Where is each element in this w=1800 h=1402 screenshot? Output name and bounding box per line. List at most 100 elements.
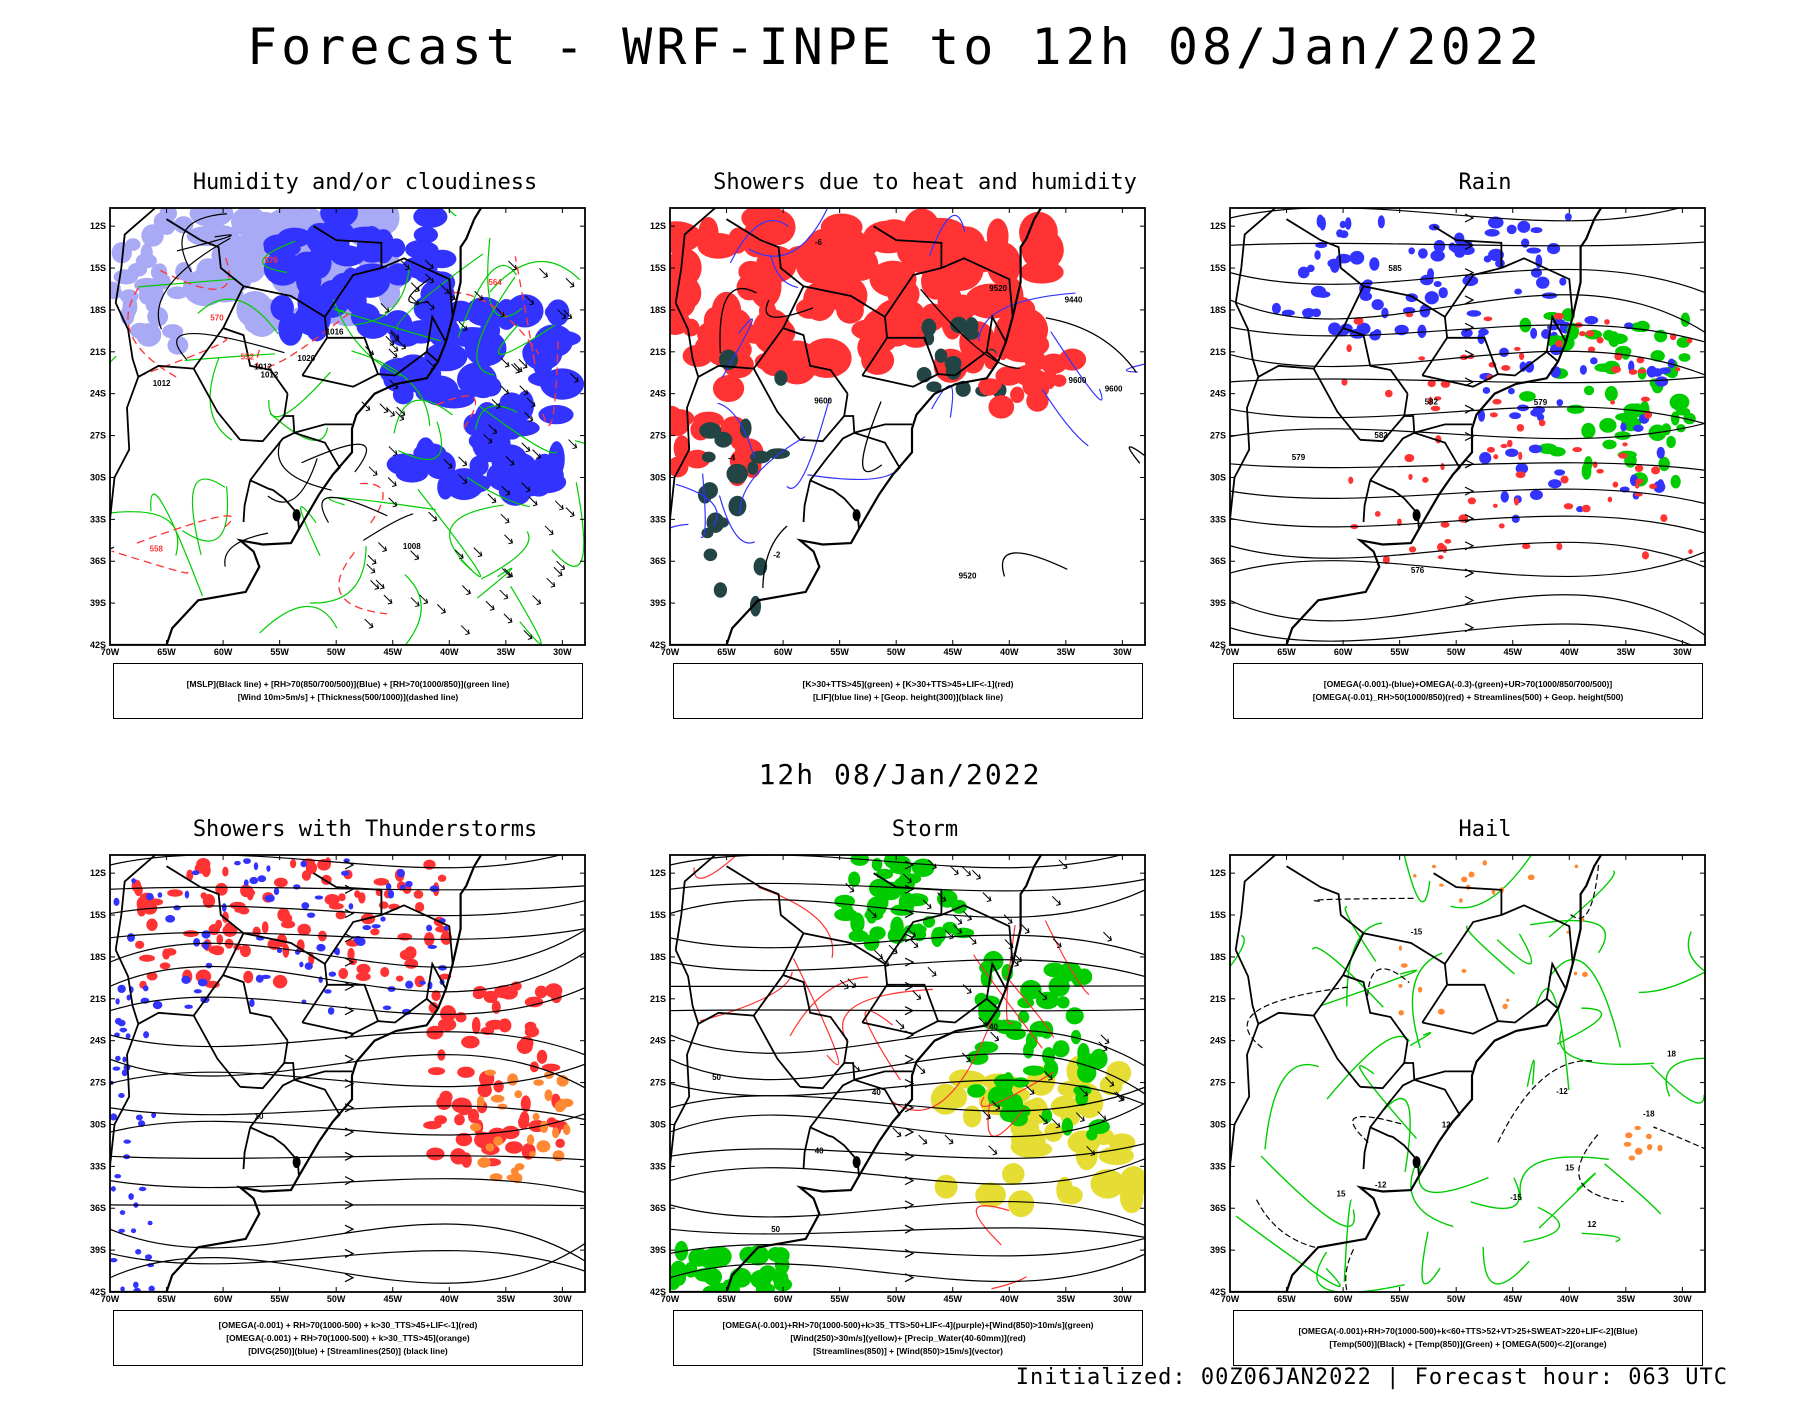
lat-tick-label: 12S	[90, 868, 106, 878]
contour-label: 1012	[254, 363, 272, 372]
lat-tick-label: 39S	[1210, 1245, 1226, 1255]
lat-tick-label: 27S	[1210, 431, 1226, 441]
lat-tick-label: 18S	[1210, 305, 1226, 315]
lat-tick-label: 12S	[1210, 868, 1226, 878]
lon-tick-label: 50W	[887, 647, 906, 657]
lat-tick-label: 30S	[650, 1119, 666, 1129]
legend-line: [Temp(500)](Black) + [Temp(850)](Green) …	[1329, 1339, 1607, 1349]
lat-tick-label: 33S	[650, 1161, 666, 1171]
lat-tick-label: 21S	[650, 994, 666, 1004]
lon-tick-label: 40W	[440, 1294, 459, 1304]
lon-tick-label: 55W	[1390, 647, 1409, 657]
lat-tick-label: 18S	[90, 305, 106, 315]
contour-label: 576	[265, 256, 279, 265]
lat-tick-label: 33S	[1210, 1161, 1226, 1171]
contour-label: 552	[241, 353, 255, 362]
lat-tick-label: 24S	[1210, 389, 1226, 399]
contour-label: 9600	[1069, 376, 1087, 385]
lon-tick-label: 30W	[1113, 1294, 1132, 1304]
legend-caption: [OMEGA(-0.001)+RH>70(1000-500)+k>35_TTS>…	[673, 1310, 1143, 1366]
panel-title: Showers with Thunderstorms	[192, 817, 538, 842]
lat-tick-label: 42S	[90, 1287, 106, 1297]
lon-tick-label: 30W	[1113, 647, 1132, 657]
lat-tick-label: 39S	[650, 1245, 666, 1255]
lon-tick-label: 60W	[774, 1294, 793, 1304]
lon-tick-label: 40W	[1560, 1294, 1579, 1304]
lon-tick-label: 60W	[214, 647, 233, 657]
contour-label: 9440	[1065, 296, 1083, 305]
lat-tick-label: 36S	[650, 556, 666, 566]
legend-line: [OMEGA(-0.001)+RH>70(1000-500)+k<60+TTS>…	[1298, 1326, 1638, 1336]
legend-line: [OMEGA(-0.001) + RH>70(1000-500) + k>30_…	[218, 1319, 478, 1330]
lon-tick-label: 65W	[157, 647, 176, 657]
legend-line: [OMEGA(-0.01)_RH>50(1000/850)(red) + Str…	[1312, 692, 1624, 702]
legend-line: [K>30+TTS>45](green) + [K>30+TTS>45+LIF<…	[802, 679, 1014, 689]
lat-tick-label: 39S	[90, 1245, 106, 1255]
lat-tick-label: 33S	[90, 514, 106, 524]
lat-tick-label: 21S	[1210, 994, 1226, 1004]
valid-time-label: 12h 08/Jan/2022	[758, 758, 1042, 791]
coastline	[670, 208, 1042, 645]
lat-tick-label: 30S	[1210, 1119, 1226, 1129]
contour-label: -12	[1375, 1181, 1387, 1190]
legend-line: [OMEGA(-0.001) + RH>70(1000-500) + k>30_…	[226, 1332, 470, 1343]
lon-tick-label: 70W	[1221, 1294, 1240, 1304]
lon-tick-label: 35W	[1617, 647, 1636, 657]
lon-tick-label: 35W	[1057, 647, 1076, 657]
contour-label: 10	[255, 1112, 264, 1121]
lon-tick-label: 55W	[830, 647, 849, 657]
lon-tick-label: 65W	[1277, 647, 1296, 657]
lat-tick-label: 15S	[650, 263, 666, 273]
map-panel: Storm 40 50 40 50 40 12S 15S 18S 21S 24S 27S 30S 33S 3…	[640, 817, 1210, 1402]
lon-tick-label: 45W	[943, 1294, 962, 1304]
lat-tick-label: 12S	[90, 221, 106, 231]
forecast-map: 582 579 576 585 582 579 12S 15S 18S 21S 24S 27S 30S 3…	[1210, 207, 1706, 657]
map-panel: Rain 582 579 576 585 582 579 12S 15S 18S 21S 24S 27S…	[1200, 170, 1770, 755]
lat-tick-label: 18S	[1210, 952, 1226, 962]
contour-label: 9600	[814, 397, 832, 406]
lat-tick-label: 36S	[90, 1203, 106, 1213]
lon-tick-label: 70W	[101, 647, 120, 657]
lat-tick-label: 33S	[90, 1161, 106, 1171]
lat-tick-label: 12S	[650, 221, 666, 231]
lon-tick-label: 50W	[1447, 1294, 1466, 1304]
lat-tick-label: 39S	[1210, 598, 1226, 608]
legend-line: [Wind(250)>30m/s](yellow)+ [Precip_Water…	[790, 1332, 1026, 1343]
legend-line: [LIF](blue line) + [Geop. height(300)](b…	[812, 692, 1004, 702]
lat-tick-label: 27S	[90, 1078, 106, 1088]
lon-tick-label: 40W	[1000, 647, 1019, 657]
lat-tick-label: 15S	[1210, 910, 1226, 920]
legend-caption: [OMEGA(-0.001)-(blue)+OMEGA(-0.3)-(green…	[1233, 663, 1703, 719]
lat-tick-label: 27S	[650, 431, 666, 441]
contour-label: 1008	[403, 542, 421, 551]
lon-tick-label: 70W	[1221, 647, 1240, 657]
contour-label: 15	[1565, 1163, 1574, 1172]
coastline	[110, 855, 482, 1292]
lon-tick-label: 50W	[1447, 647, 1466, 657]
lon-tick-label: 35W	[497, 1294, 516, 1304]
panel-title: Rain	[1458, 170, 1512, 195]
lon-tick-label: 50W	[327, 1294, 346, 1304]
contour-label: -18	[1643, 1109, 1655, 1118]
contour-label: 579	[1292, 453, 1306, 462]
panel-title: Storm	[891, 817, 959, 842]
lat-tick-label: 18S	[650, 952, 666, 962]
contour-label: 12	[1442, 1120, 1451, 1129]
lon-tick-label: 60W	[1334, 647, 1353, 657]
lon-tick-label: 65W	[157, 1294, 176, 1304]
contour-label: 1016	[326, 327, 344, 336]
legend-line: [MSLP](Black line) + [RH>70(850/700/500)…	[186, 679, 510, 689]
lat-tick-label: 42S	[90, 640, 106, 650]
lon-tick-label: 40W	[1000, 1294, 1019, 1304]
lat-tick-label: 36S	[1210, 556, 1226, 566]
lat-tick-label: 24S	[1210, 1036, 1226, 1046]
contour-label: 570	[210, 314, 224, 323]
contour-label: 1012	[261, 370, 279, 379]
contour-label: 9600	[1105, 384, 1123, 393]
contour-label: 18	[1667, 1049, 1676, 1058]
lat-tick-label: 30S	[1210, 472, 1226, 482]
lon-tick-label: 45W	[383, 647, 402, 657]
lat-tick-label: 15S	[90, 263, 106, 273]
lat-tick-label: 30S	[90, 472, 106, 482]
